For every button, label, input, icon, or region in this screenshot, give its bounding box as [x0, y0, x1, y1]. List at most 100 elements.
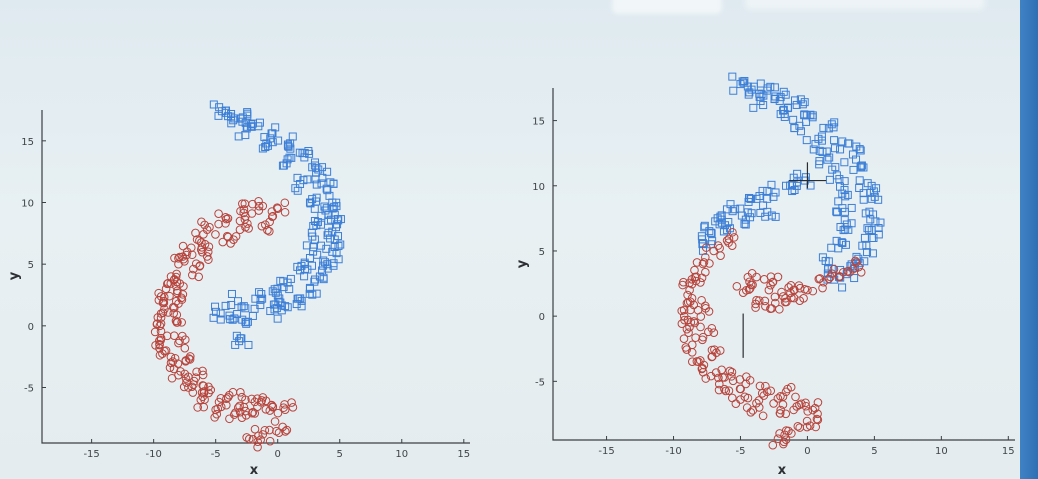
data-point-jitter [813, 415, 823, 425]
data-point [707, 228, 716, 237]
data-point-jitter [270, 417, 280, 426]
data-point-jitter [831, 163, 840, 172]
data-point-jitter [865, 225, 874, 234]
data-point-jitter [180, 343, 190, 353]
y-tick-label: 0 [539, 312, 545, 323]
data-point-jitter [863, 224, 872, 233]
data-point-jitter [724, 234, 734, 244]
data-point-jitter [287, 153, 296, 162]
x-axis-label: x [778, 463, 787, 478]
data-point-jitter [230, 114, 239, 123]
x-tick-label: -10 [145, 449, 161, 460]
data-point-jitter [777, 287, 786, 297]
data-point-jitter [717, 211, 726, 220]
data-point-jitter [827, 243, 836, 252]
data-point-jitter [771, 92, 780, 101]
data-point-jitter [257, 290, 266, 299]
data-point-jitter [758, 411, 768, 421]
data-point-jitter [267, 207, 277, 216]
data-point-jitter [755, 89, 764, 98]
data-point-jitter [728, 376, 738, 386]
data-point-jitter [746, 408, 756, 417]
data-point-jitter [241, 406, 250, 416]
data-point-jitter [171, 272, 181, 282]
data-point-jitter [269, 300, 278, 309]
data-point-jitter [811, 422, 821, 432]
data-point [280, 405, 290, 415]
data-point-jitter [214, 209, 223, 218]
data-point-jitter [711, 368, 721, 377]
data-point-jitter [324, 228, 333, 237]
data-point-jitter [809, 145, 818, 154]
data-point-jitter [260, 425, 270, 435]
data-point [736, 395, 745, 404]
data-point-jitter [705, 227, 714, 236]
data-point-jitter [789, 173, 798, 182]
data-point-jitter [192, 367, 201, 377]
data-point-jitter [728, 227, 737, 237]
data-point-jitter [797, 399, 806, 409]
data-point-jitter [317, 211, 326, 220]
data-point-jitter [279, 283, 288, 292]
data-point-jitter [690, 318, 700, 328]
data-point-jitter [178, 241, 188, 251]
data-point-jitter [273, 408, 283, 418]
data-point-jitter [254, 431, 263, 441]
data-point-jitter [717, 365, 726, 375]
data-point-jitter [187, 250, 197, 260]
data-point [698, 259, 708, 269]
data-point-jitter [297, 261, 306, 270]
data-point-jitter [274, 428, 284, 438]
data-point-jitter [679, 334, 689, 344]
data-point-jitter [326, 215, 335, 224]
data-point-jitter [211, 230, 220, 239]
data-point-jitter [328, 204, 337, 213]
x-tick-label: 15 [457, 449, 470, 460]
data-point-jitter [790, 185, 799, 194]
y-tick-label: 15 [532, 117, 545, 128]
data-point-jitter [726, 200, 735, 209]
data-point-jitter [193, 403, 202, 412]
data-point-jitter [214, 219, 223, 229]
data-point-jitter [312, 163, 321, 172]
data-point-jitter [744, 197, 753, 206]
data-point-jitter [763, 194, 772, 203]
data-point-jitter [808, 113, 817, 122]
data-point-jitter [799, 294, 808, 303]
data-point-jitter [247, 408, 257, 418]
data-point-jitter [693, 305, 703, 315]
data-point-jitter [855, 176, 864, 185]
data-point-jitter [156, 313, 166, 322]
data-point-jitter [263, 141, 272, 150]
data-point-jitter [225, 414, 234, 424]
data-point-jitter [169, 309, 179, 318]
data-point-jitter [336, 240, 345, 249]
data-point-jitter [216, 393, 226, 403]
data-point-jitter [838, 204, 847, 213]
data-point-jitter [228, 315, 237, 324]
data-point-jitter [237, 413, 247, 423]
data-point-jitter [789, 405, 798, 415]
data-point-jitter [175, 336, 184, 346]
data-point-jitter [802, 117, 811, 126]
data-point-jitter [855, 183, 864, 192]
data-point-jitter [755, 381, 765, 391]
data-point-jitter [255, 288, 264, 297]
data-point-jitter [847, 203, 856, 212]
data-point-jitter [317, 241, 326, 250]
data-point-jitter [305, 149, 314, 158]
data-point-jitter [235, 337, 244, 346]
data-point-jitter [267, 400, 276, 410]
data-point-jitter [788, 187, 797, 196]
data-point-jitter [707, 229, 716, 238]
data-point-jitter [727, 393, 737, 403]
data-point-jitter [795, 283, 805, 293]
data-point-jitter [215, 103, 224, 112]
data-point-jitter [179, 382, 189, 392]
data-point-jitter [311, 175, 320, 184]
data-point-jitter [309, 243, 318, 252]
data-point-jitter [305, 283, 314, 292]
data-point-jitter [856, 146, 865, 155]
y-tick-label: -5 [535, 377, 545, 388]
data-point-jitter [745, 88, 754, 97]
